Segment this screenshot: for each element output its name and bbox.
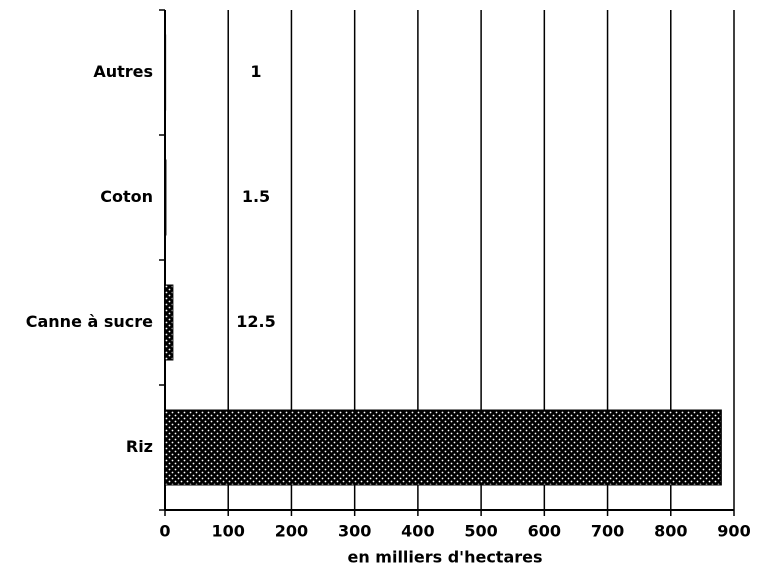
x-tick-label: 100: [212, 522, 245, 541]
x-axis-title: en milliers d'hectares: [347, 548, 542, 567]
y-tick-label: Riz: [126, 437, 153, 456]
bar: [164, 34, 167, 111]
value-label: 12.5: [236, 312, 275, 331]
x-tick-label: 0: [159, 522, 170, 541]
bar: [164, 409, 722, 486]
bar: [164, 159, 167, 236]
value-label: 1: [250, 62, 261, 81]
y-tick-label: Coton: [100, 187, 153, 206]
bar: [164, 284, 174, 361]
x-tick-label: 900: [717, 522, 750, 541]
x-tick-label: 700: [591, 522, 624, 541]
x-tick-label: 400: [401, 522, 434, 541]
x-tick-label: 200: [275, 522, 308, 541]
y-tick-label: Autres: [93, 62, 153, 81]
x-tick-label: 600: [528, 522, 561, 541]
x-tick-label: 500: [464, 522, 497, 541]
x-tick-label: 800: [654, 522, 687, 541]
x-tick-label: 300: [338, 522, 371, 541]
value-label: 1.5: [242, 187, 270, 206]
y-tick-label: Canne à sucre: [26, 312, 153, 331]
